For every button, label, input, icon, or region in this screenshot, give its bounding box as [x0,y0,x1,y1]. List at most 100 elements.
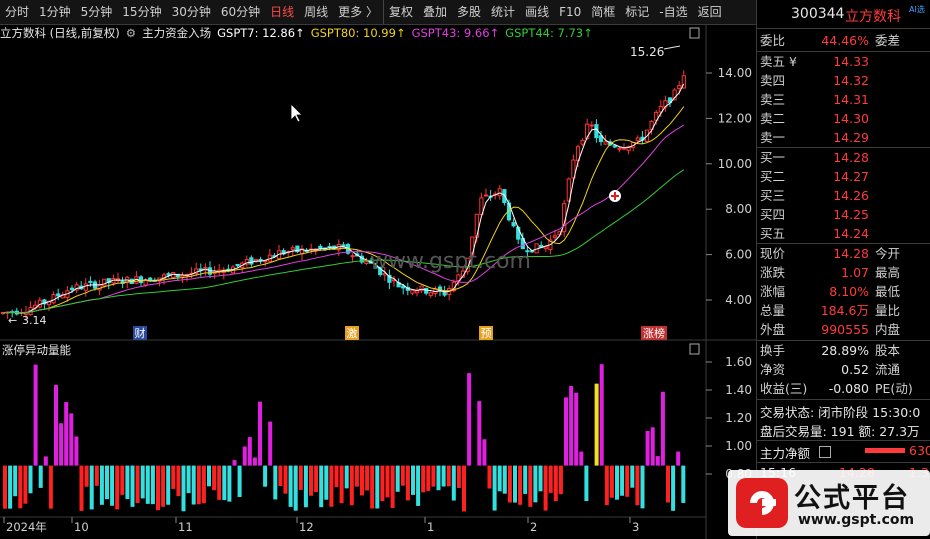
toolbar-item-18[interactable]: 返回 [697,5,722,19]
ask-row-1[interactable]: 卖四 14.32 [760,73,869,88]
volume-bar [161,465,166,507]
volume-bar [400,465,405,486]
toolbar-item-4[interactable]: 30分钟 [171,5,211,19]
volume-bar [635,465,640,506]
candle-body [658,105,663,113]
candle-body [364,261,369,265]
indicator-name[interactable]: 主力资金入场 [142,26,212,40]
volume-bar [69,413,74,466]
volume-bar [303,465,308,508]
volume-bar [579,451,584,466]
bid-row-0[interactable]: 买一 14.28 [760,150,869,165]
candle-body [410,289,415,294]
volume-bar [360,465,364,496]
after-hours: 盘后交易量: 191 额: 27.3万 [760,424,920,439]
toolbar-item-2[interactable]: 5分钟 [80,5,113,19]
volume-bar [390,465,395,508]
volume-bar [497,465,502,492]
volume-bar [38,465,43,488]
volume-bar [528,465,533,507]
toolbar-item-11[interactable]: 多股 [457,5,482,19]
candle-body [102,278,107,287]
candle-body [249,257,254,265]
toolbar-item-13[interactable]: 画线 [525,5,550,19]
candle-body [56,293,61,297]
stock-title: 立方数科 (日线,前复权) [0,26,120,40]
toolbar-item-10[interactable]: 叠加 [423,5,448,19]
x-tick-6: 3 [632,520,639,534]
volume-bar [625,465,630,497]
candle-body [598,135,604,143]
toolbar-item-0[interactable]: 分时 [5,5,30,19]
toolbar-item-17[interactable]: -自选 [659,5,688,19]
bid-row-4[interactable]: 买五 14.24 [760,226,869,241]
ask-row-3[interactable]: 卖二 14.30 [760,111,869,126]
kline-chart[interactable]: 14.00 12.00 10.00 8.00 6.00 4.00 1.60 1.40 1.20 1… [0,25,756,539]
toolbar-item-15[interactable]: 简框 [591,5,616,19]
legend-gspt80: GSPT80: 10.99↑ [310,26,406,40]
volume-bar [125,465,130,500]
event-mark-text: 财 [135,326,146,340]
legend-gspt7: GSPT7: 12.86↑ [217,26,305,40]
toolbar-item-1[interactable]: 1分钟 [39,5,71,19]
panel-toggle-icon[interactable] [689,27,700,39]
x-tick-4: 1 [427,520,434,534]
candle-body [580,139,585,145]
toolbar-item-3[interactable]: 15分钟 [122,5,162,19]
bid-row-1[interactable]: 买二 14.27 [760,169,869,184]
candle-body [295,245,300,253]
toolbar-item-12[interactable]: 统计 [491,5,516,19]
candle-body [635,137,640,142]
settings-icon[interactable]: ⚙ [125,26,137,40]
net-main-bar [865,448,905,453]
stat-row-3: 总量 184.6万 量比 [760,303,901,318]
toolbar-item-8[interactable]: 更多 〉 [338,5,378,19]
event-mark-2[interactable] [479,326,493,340]
bid-row-2[interactable]: 买三 14.26 [760,188,869,203]
toolbar-item-6[interactable]: 日线 [270,5,295,19]
event-mark-3[interactable] [641,326,667,340]
ask-row-0[interactable]: 卖五 ¥14.33 [760,54,869,69]
toolbar-item-14[interactable]: F10 [559,5,582,19]
volume-bar [74,436,79,466]
event-mark-1[interactable] [345,326,359,340]
toolbar-item-5[interactable]: 60分钟 [220,5,261,19]
sub-panel-toggle-icon[interactable] [689,343,700,355]
expand-icon[interactable] [819,446,831,458]
volume-bar [431,465,436,487]
toolbar-item-16[interactable]: 标记 [625,5,650,19]
candle-body [654,111,659,121]
volume-bar [666,465,670,503]
candle-body [612,145,617,148]
volume-bar [676,451,681,466]
ask-row-4[interactable]: 卖一 14.29 [760,130,869,145]
candle-body [318,245,323,249]
candle-body [290,247,295,251]
volume-bar [79,465,84,511]
volume-bar [344,465,349,489]
y-tick-3: 8.00 [725,202,752,216]
event-mark-0[interactable] [133,326,147,340]
volume-bar [43,456,48,466]
volume-bar [574,392,579,466]
toolbar-item-7[interactable]: 周线 [304,5,329,19]
low-label: 3.14 [22,314,47,327]
volume-bar [405,465,410,501]
volume-bar [492,465,497,511]
candle-body [263,260,268,263]
volume-bar [543,465,548,511]
x-tick-3: 12 [299,520,314,534]
volume-bar [186,465,191,494]
volume-bar [283,465,288,494]
candle-body [474,213,479,238]
volume-bar [620,465,625,496]
ask-row-2[interactable]: 卖三 14.31 [760,92,869,107]
volume-bar [421,465,426,493]
candle-body [626,145,631,151]
volume-bar [217,465,222,500]
bid-row-3[interactable]: 买四 14.25 [760,207,869,222]
volume-bar [247,437,252,466]
ai-tag[interactable]: AI选 [909,5,925,14]
candle-body [677,85,682,89]
toolbar-item-9[interactable]: 复权 [383,0,418,24]
